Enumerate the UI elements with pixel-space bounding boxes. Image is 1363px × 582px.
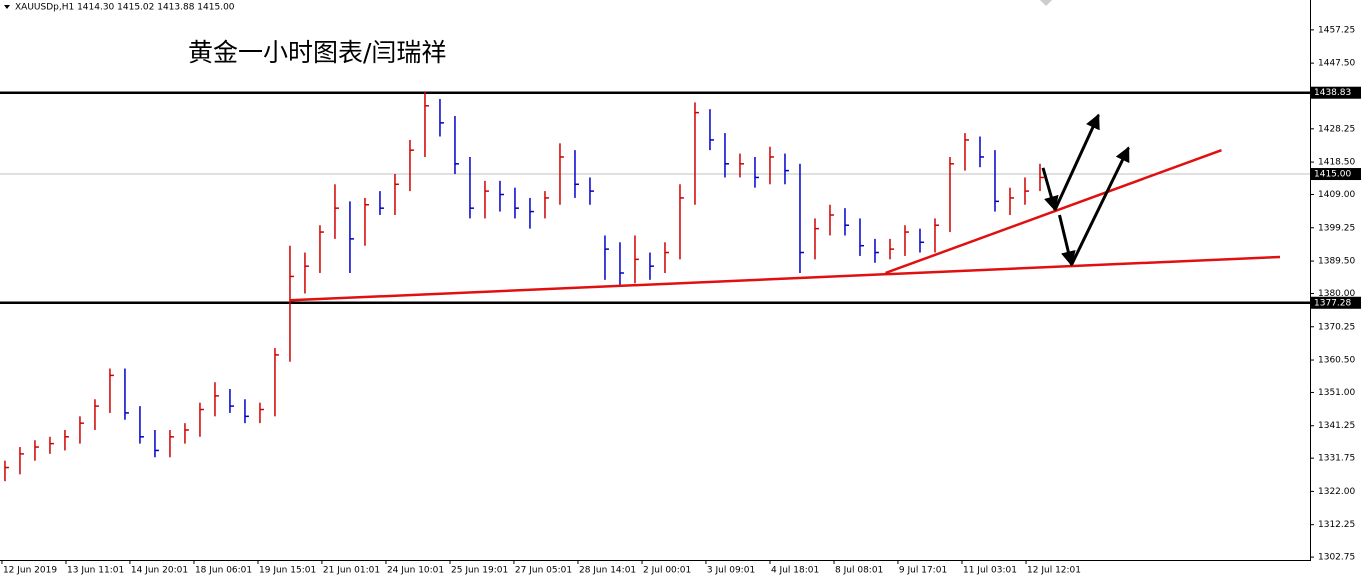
y-tick-label: 1409.00 bbox=[1318, 190, 1355, 200]
y-tick-label: 1447.50 bbox=[1318, 59, 1355, 69]
y-tick-label: 1399.25 bbox=[1318, 223, 1355, 233]
y-tick-label: 1418.50 bbox=[1318, 158, 1355, 168]
x-tick-label: 24 Jun 10:01 bbox=[387, 566, 444, 576]
trendline bbox=[885, 148, 1222, 275]
trendline bbox=[289, 255, 1281, 302]
level-label: 1415.00 bbox=[1314, 170, 1351, 180]
x-tick-label: 18 Jun 06:01 bbox=[195, 566, 252, 576]
header: XAUUSDp,H1 1414.30 1415.02 1413.88 1415.… bbox=[15, 3, 235, 13]
arrow bbox=[1058, 214, 1076, 267]
y-tick-label: 1312.25 bbox=[1318, 520, 1355, 530]
x-tick-label: 11 Jul 03:01 bbox=[963, 566, 1017, 576]
x-tick-label: 27 Jun 05:01 bbox=[515, 566, 572, 576]
level-label: 1438.83 bbox=[1314, 88, 1351, 98]
x-tick-label: 14 Jun 20:01 bbox=[131, 566, 188, 576]
annotation-title: 黄金一小时图表/闫瑞祥 bbox=[188, 38, 446, 67]
x-tick-label: 8 Jul 08:01 bbox=[835, 566, 883, 576]
y-tick-label: 1341.25 bbox=[1318, 421, 1355, 431]
y-tick-label: 1457.25 bbox=[1318, 25, 1355, 35]
level-label: 1377.28 bbox=[1314, 298, 1351, 308]
y-tick-label: 1380.00 bbox=[1318, 289, 1355, 299]
x-tick-label: 12 Jul 12:01 bbox=[1027, 566, 1081, 576]
shift-marker bbox=[1040, 0, 1052, 6]
y-tick-label: 1389.50 bbox=[1318, 257, 1355, 267]
x-tick-label: 13 Jun 11:01 bbox=[67, 566, 124, 576]
level-label-box bbox=[1311, 168, 1361, 181]
y-tick-label: 1351.00 bbox=[1318, 388, 1355, 398]
x-tick-label: 4 Jul 18:01 bbox=[771, 566, 819, 576]
level-label-box bbox=[1311, 296, 1361, 309]
x-tick-label: 9 Jul 17:01 bbox=[899, 566, 947, 576]
y-tick-label: 1360.50 bbox=[1318, 356, 1355, 366]
x-tick-label: 25 Jun 19:01 bbox=[451, 566, 508, 576]
x-tick-label: 2 Jul 00:01 bbox=[643, 566, 691, 576]
arrow bbox=[1053, 113, 1100, 211]
arrow bbox=[1041, 167, 1059, 212]
arrow bbox=[1070, 146, 1130, 266]
y-tick-label: 1428.25 bbox=[1318, 124, 1355, 134]
y-tick-label: 1322.00 bbox=[1318, 487, 1355, 497]
y-tick-label: 1331.75 bbox=[1318, 454, 1355, 464]
y-tick-label: 1302.75 bbox=[1318, 553, 1355, 563]
header-icon bbox=[4, 5, 10, 9]
x-tick-label: 21 Jun 01:01 bbox=[323, 566, 380, 576]
x-tick-label: 3 Jul 09:01 bbox=[707, 566, 755, 576]
level-label-box bbox=[1311, 86, 1361, 99]
x-tick-label: 28 Jun 14:01 bbox=[579, 566, 636, 576]
x-tick-label: 19 Jun 15:01 bbox=[259, 566, 316, 576]
x-tick-label: 12 Jun 2019 bbox=[3, 566, 57, 576]
y-tick-label: 1370.25 bbox=[1318, 322, 1355, 332]
